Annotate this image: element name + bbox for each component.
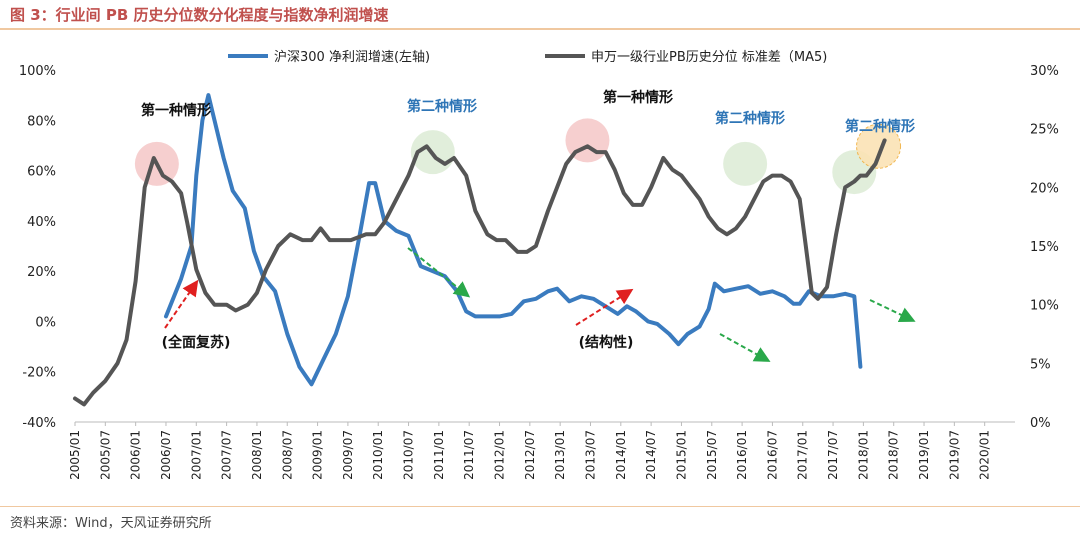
x-tick-label: 2010/01	[371, 430, 385, 480]
y-left-tick: 100%	[19, 64, 56, 79]
x-tick-label: 2010/07	[402, 430, 416, 480]
x-tick-label: 2007/07	[220, 430, 234, 480]
x-tick-label: 2019/07	[947, 430, 961, 480]
trend-arrow	[164, 279, 199, 329]
x-tick-label: 2013/01	[553, 430, 567, 480]
source-note: 资料来源：Wind，天风证券研究所	[10, 516, 212, 531]
y-left-tick: 20%	[27, 265, 56, 280]
trend-arrow	[719, 333, 771, 362]
x-tick-label: 2018/07	[887, 430, 901, 480]
x-tick-label: 2017/01	[796, 430, 810, 480]
y-right-tick: 15%	[1030, 240, 1059, 255]
annotation-label: 第二种情形	[407, 98, 477, 115]
x-tick-label: 2016/07	[765, 430, 779, 480]
y-right-tick: 0%	[1030, 416, 1051, 431]
y-left-tick: 40%	[27, 215, 56, 230]
annotation-label: 第一种情形	[141, 102, 211, 119]
series-line-profit-growth	[164, 93, 863, 387]
annotation-label: 第二种情形	[715, 110, 785, 127]
x-tick-label: 2011/07	[462, 430, 476, 480]
highlight-circle	[856, 123, 902, 169]
highlight-circle	[723, 141, 768, 186]
y-left-tick: 60%	[27, 165, 56, 180]
x-tick-label: 2015/07	[705, 430, 719, 480]
y-left-tick: -20%	[22, 366, 56, 381]
annotation-label: 第二种情形	[845, 118, 915, 135]
chart: 100% 80% 60% 40% 20% 0% -20% -40% 30% 25% 20% 15% 10…	[19, 49, 1059, 480]
page-title: 图 3：行业间 PB 历史分位数分化程度与指数净利润增速	[10, 6, 389, 24]
x-tick-label: 2008/01	[250, 430, 264, 480]
annotation-label: (全面复苏)	[162, 334, 231, 351]
y-right-tick: 30%	[1030, 64, 1059, 79]
x-tick-label: 2014/01	[614, 430, 628, 480]
trend-arrow	[407, 247, 471, 298]
x-tick-label: 2011/01	[432, 430, 446, 480]
x-tick-label: 2006/01	[129, 430, 143, 480]
source-divider	[0, 506, 1080, 507]
x-tick-label: 2009/07	[341, 430, 355, 480]
y-left-tick: -40%	[22, 416, 56, 431]
x-tick-label: 2005/01	[68, 430, 82, 480]
x-tick-label: 2006/07	[159, 430, 173, 480]
y-right-tick: 5%	[1030, 357, 1051, 372]
x-tick-label: 2018/01	[856, 430, 870, 480]
x-tick-label: 2012/01	[493, 430, 507, 480]
x-tick-label: 2019/01	[917, 430, 931, 480]
x-tick-label: 2013/07	[583, 430, 597, 480]
trend-arrow	[575, 288, 634, 326]
x-tick-label: 2007/01	[189, 430, 203, 480]
x-tick-label: 2008/07	[280, 430, 294, 480]
y-left-tick: 0%	[35, 315, 56, 330]
x-tick-label: 2015/01	[674, 430, 688, 480]
y-right-tick: 10%	[1030, 299, 1059, 314]
legend-label: 沪深300 净利润增速(左轴)	[274, 49, 430, 65]
x-tick-label: 2014/07	[644, 430, 658, 480]
y-right-tick: 25%	[1030, 123, 1059, 138]
x-tick-label: 2005/07	[98, 430, 112, 480]
x-tick-label: 2017/07	[826, 430, 840, 480]
x-tick-label: 2012/07	[523, 430, 537, 480]
x-tick-label: 2020/01	[978, 430, 992, 480]
legend-label: 申万一级行业PB历史分位 标准差（MA5)	[591, 50, 827, 65]
y-right-tick: 20%	[1030, 181, 1059, 196]
series-line-pb-std	[73, 138, 887, 407]
x-tick-label: 2016/01	[735, 430, 749, 480]
trend-arrow	[869, 299, 916, 323]
annotation-label: 第一种情形	[603, 89, 673, 106]
x-tick-label: 2009/01	[311, 430, 325, 480]
y-left-tick: 80%	[27, 114, 56, 129]
title-divider	[0, 28, 1080, 30]
annotation-label: (结构性)	[579, 334, 634, 351]
